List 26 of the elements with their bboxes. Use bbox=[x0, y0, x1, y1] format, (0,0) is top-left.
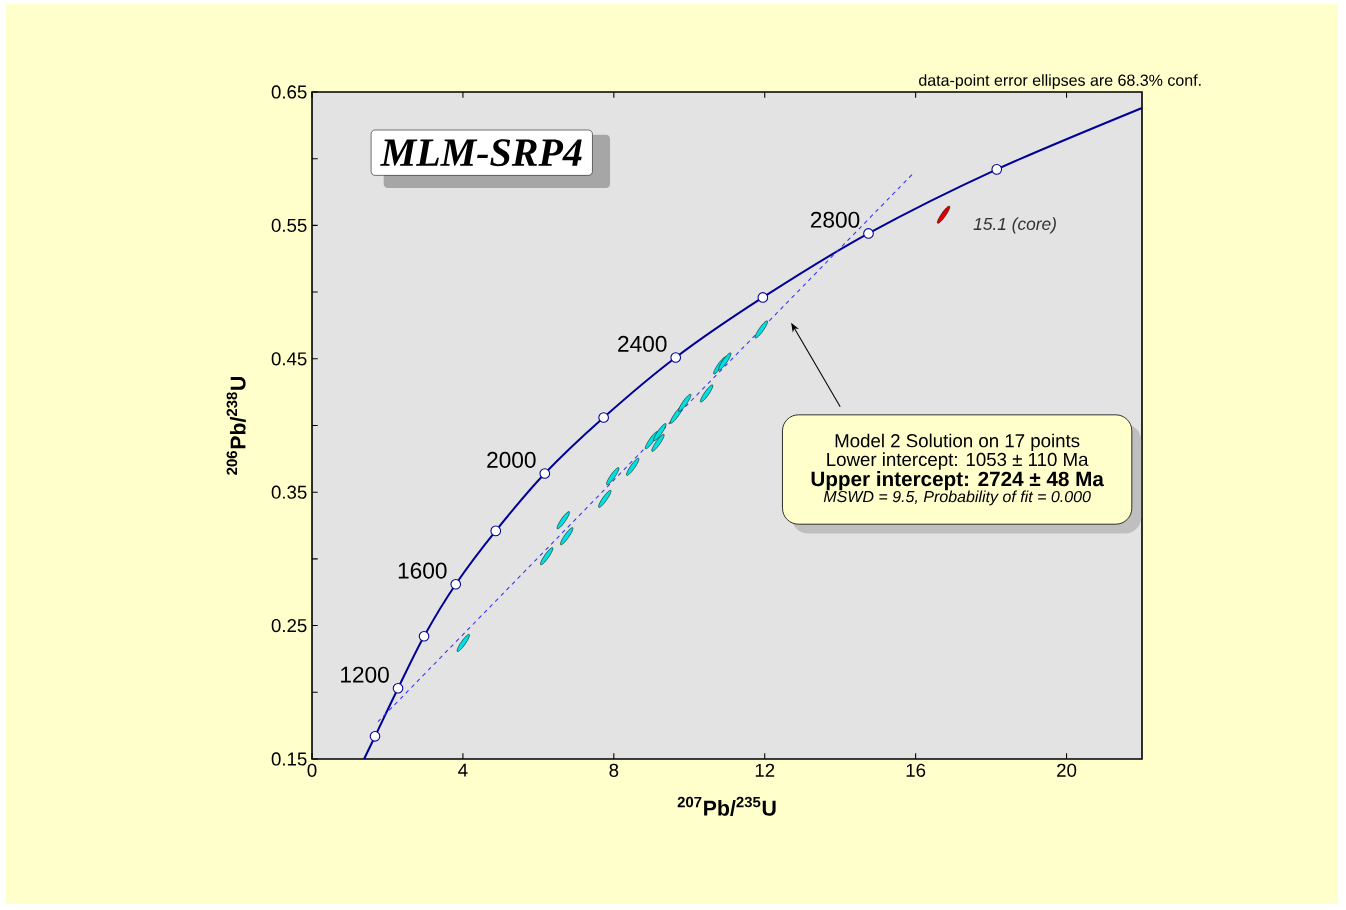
x-tick-label: 20 bbox=[1057, 763, 1077, 777]
x-tick-label: 12 bbox=[755, 763, 775, 777]
annotation: MSWD = 9.5, Probability of fit = 0.000 bbox=[823, 490, 1091, 506]
text: MLM-SRP4 bbox=[380, 139, 582, 167]
annotation: 15.1 (core) bbox=[973, 217, 1056, 234]
annotation: 1200 bbox=[341, 666, 389, 683]
annotation: 2800 bbox=[810, 211, 860, 228]
y-axis-title: $^{206}$Pb/$^{238}$U bbox=[226, 376, 246, 475]
annotation: 1600 bbox=[398, 562, 447, 579]
y-tick-label: 0.55 bbox=[271, 218, 307, 233]
x-axis-title: $^{207}$Pb/$^{235}$U bbox=[677, 796, 776, 816]
annotation: Model 2 Solution on 17 points bbox=[835, 433, 1080, 452]
text: data-point error ellipses are 68.3% conf. bbox=[919, 74, 1201, 90]
y-tick-label: 0.65 bbox=[271, 85, 307, 99]
x-tick-label: 8 bbox=[609, 763, 619, 777]
x-tick-label: 4 bbox=[458, 763, 468, 777]
annotation: 2000 bbox=[487, 451, 536, 468]
y-tick-label: 0.25 bbox=[271, 618, 307, 633]
annotation: Upper intercept: 2724 ± 48 Ma bbox=[811, 471, 1104, 491]
y-tick-label: 0.15 bbox=[271, 752, 307, 766]
y-tick-label: 0.35 bbox=[271, 485, 307, 499]
annotation: Lower intercept: 1053 ± 110 Ma bbox=[827, 452, 1089, 470]
y-tick-label: 0.45 bbox=[271, 352, 307, 366]
x-tick-label: 16 bbox=[906, 763, 926, 777]
x-tick-label: 0 bbox=[307, 763, 317, 777]
annotation: 2400 bbox=[618, 335, 667, 352]
